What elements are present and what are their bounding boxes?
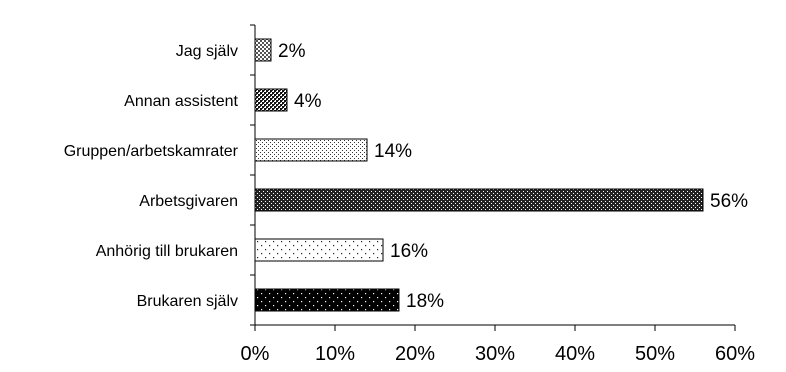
value-label: 2%	[278, 41, 306, 62]
labels: Jag själv 2% Annan assistent 4% Gruppen/arbe…	[64, 41, 748, 312]
category-label: Arbetsgivaren	[139, 193, 238, 210]
x-tick-label: 30%	[475, 343, 515, 365]
x-tick-label: 50%	[635, 343, 675, 365]
bar	[254, 38, 272, 62]
y-axis	[250, 24, 256, 326]
category-label: Gruppen/arbetskamrater	[64, 143, 239, 160]
category-label: Anhörig till brukaren	[96, 243, 238, 260]
x-tick-label: 20%	[395, 343, 435, 365]
value-label: 56%	[710, 191, 748, 212]
bar	[254, 88, 288, 112]
value-label: 14%	[374, 141, 412, 162]
bar	[254, 238, 384, 262]
value-label: 18%	[406, 291, 444, 312]
x-tick-label: 40%	[555, 343, 595, 365]
x-axis: 0% 10% 20% 30% 40% 50% 60%	[241, 324, 755, 365]
bar	[254, 188, 704, 212]
bar	[254, 138, 368, 162]
bars	[254, 38, 704, 312]
category-label: Jag själv	[176, 43, 238, 60]
value-label: 16%	[390, 241, 428, 262]
value-label: 4%	[294, 91, 322, 112]
bar	[254, 288, 400, 312]
x-tick-label: 0%	[241, 343, 270, 365]
x-tick-label: 10%	[315, 343, 355, 365]
category-label: Brukaren själv	[137, 293, 238, 310]
category-label: Annan assistent	[124, 93, 238, 110]
x-tick-label: 60%	[715, 343, 755, 365]
